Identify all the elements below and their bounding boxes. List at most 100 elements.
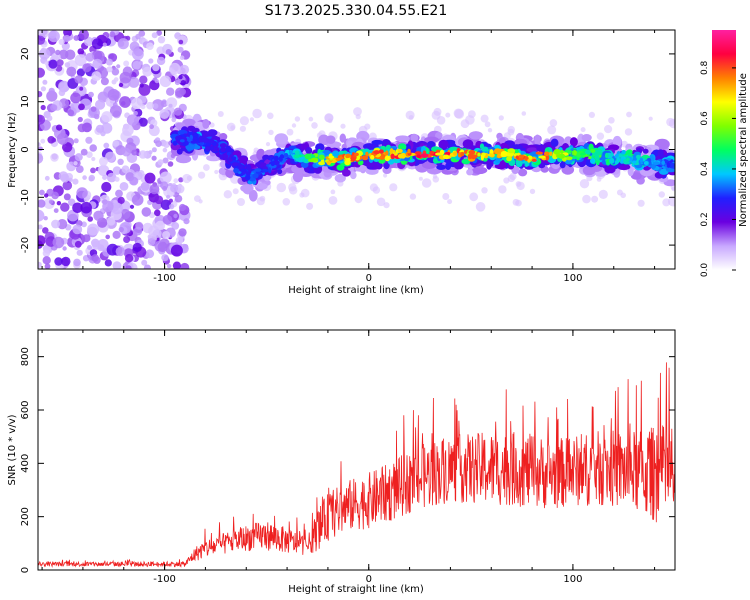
ridge-blob [604, 152, 609, 159]
ridge-blob [225, 145, 232, 154]
noise-blob [162, 157, 169, 164]
ridge-blob [618, 153, 623, 158]
noise-blob [39, 189, 45, 196]
faint-blob [239, 116, 249, 126]
noise-blob [180, 80, 186, 86]
faint-blob [608, 117, 615, 124]
ridge-blob [414, 151, 422, 155]
faint-blob [418, 176, 423, 181]
noise-blob [165, 49, 172, 55]
noise-blob [122, 147, 131, 157]
noise-blob [77, 48, 85, 55]
ridge-blob [370, 155, 375, 160]
colorbar-label: Normalized spectral amplitude [738, 73, 749, 227]
noise-blob [128, 76, 140, 88]
noise-blob [170, 244, 183, 257]
ridge-blob [237, 162, 242, 168]
noise-blob [72, 178, 79, 185]
figure-title: S173.2025.330.04.55.E21 [265, 3, 448, 19]
noise-blob [149, 184, 160, 195]
noise-blob [175, 184, 185, 194]
noise-blob [80, 201, 92, 214]
ridge-blob [582, 165, 596, 176]
faint-blob [515, 199, 522, 207]
snr-axes: -100 0 100 0 200 400 600 800 [20, 330, 675, 585]
faint-blob [484, 121, 491, 128]
faint-blob [198, 171, 206, 179]
noise-blob [138, 117, 148, 127]
noise-blob [56, 132, 69, 145]
ridge-blob [560, 149, 564, 154]
faint-blob [232, 188, 239, 195]
noise-blob [147, 238, 156, 246]
noise-blob [129, 176, 139, 186]
noise-blob [112, 166, 122, 175]
ridge-blob [435, 132, 443, 139]
ridge-blob [438, 139, 449, 150]
ridge-blob [320, 158, 325, 165]
ridge-blob [248, 189, 258, 202]
ridge-blob [407, 148, 411, 154]
noise-blob [139, 83, 144, 88]
faint-blob [421, 178, 432, 188]
faint-blob [203, 164, 210, 171]
noise-blob [109, 31, 116, 38]
x-tick-label: -100 [153, 273, 176, 284]
noise-blob [172, 261, 181, 269]
faint-blob [186, 175, 193, 181]
faint-blob [355, 114, 361, 120]
faint-blob [591, 195, 599, 203]
noise-blob [101, 181, 112, 193]
noise-blob [115, 246, 126, 257]
ridge-blob [288, 145, 297, 150]
ridge-blob [498, 160, 507, 168]
ridge-blob [590, 158, 596, 164]
colorbar-tick-label: 0.8 [700, 60, 710, 75]
noise-blob [101, 111, 113, 123]
noise-blob [61, 256, 71, 267]
faint-blob [259, 195, 266, 202]
ridge-blob [232, 162, 239, 167]
faint-blob [580, 127, 586, 133]
noise-blob [56, 59, 64, 67]
noise-blob [142, 66, 153, 77]
noise-blob [132, 60, 141, 70]
noise-blob [77, 116, 83, 123]
noise-blob [119, 71, 132, 84]
noise-blob [122, 124, 134, 136]
x-tick-label: -100 [153, 574, 176, 585]
ridge-blob [349, 156, 356, 162]
ridge-blob [534, 134, 541, 146]
faint-blob [372, 186, 381, 194]
noise-blob [79, 86, 84, 91]
noise-blob [38, 146, 43, 152]
ridge-blob [202, 119, 210, 129]
noise-blob [159, 75, 172, 88]
ridge-blob [617, 163, 631, 171]
noise-blob [74, 153, 83, 162]
noise-blob [66, 66, 77, 77]
ridge-blob [535, 151, 543, 155]
ridge-blob [569, 137, 578, 147]
noise-blob [56, 201, 62, 206]
faint-blob [294, 116, 301, 122]
ridge-blob [467, 153, 473, 159]
faint-blob [498, 115, 504, 121]
ridge-blob [318, 154, 325, 160]
ridge-blob [365, 151, 369, 157]
faint-blob [447, 199, 453, 205]
ridge-blob [346, 158, 351, 162]
ridge-blob [518, 154, 525, 159]
ridge-blob [500, 151, 508, 156]
noise-blob [91, 156, 96, 162]
noise-blob [67, 109, 75, 117]
noise-blob [48, 30, 60, 43]
ridge-blob [576, 152, 582, 158]
ridge-blob [657, 149, 664, 157]
faint-blob [579, 179, 590, 189]
noise-blob [162, 186, 168, 191]
ridge-blob [580, 152, 586, 156]
noise-blob [98, 156, 108, 166]
ridge-blob [642, 148, 649, 154]
ridge-blob [538, 155, 546, 159]
